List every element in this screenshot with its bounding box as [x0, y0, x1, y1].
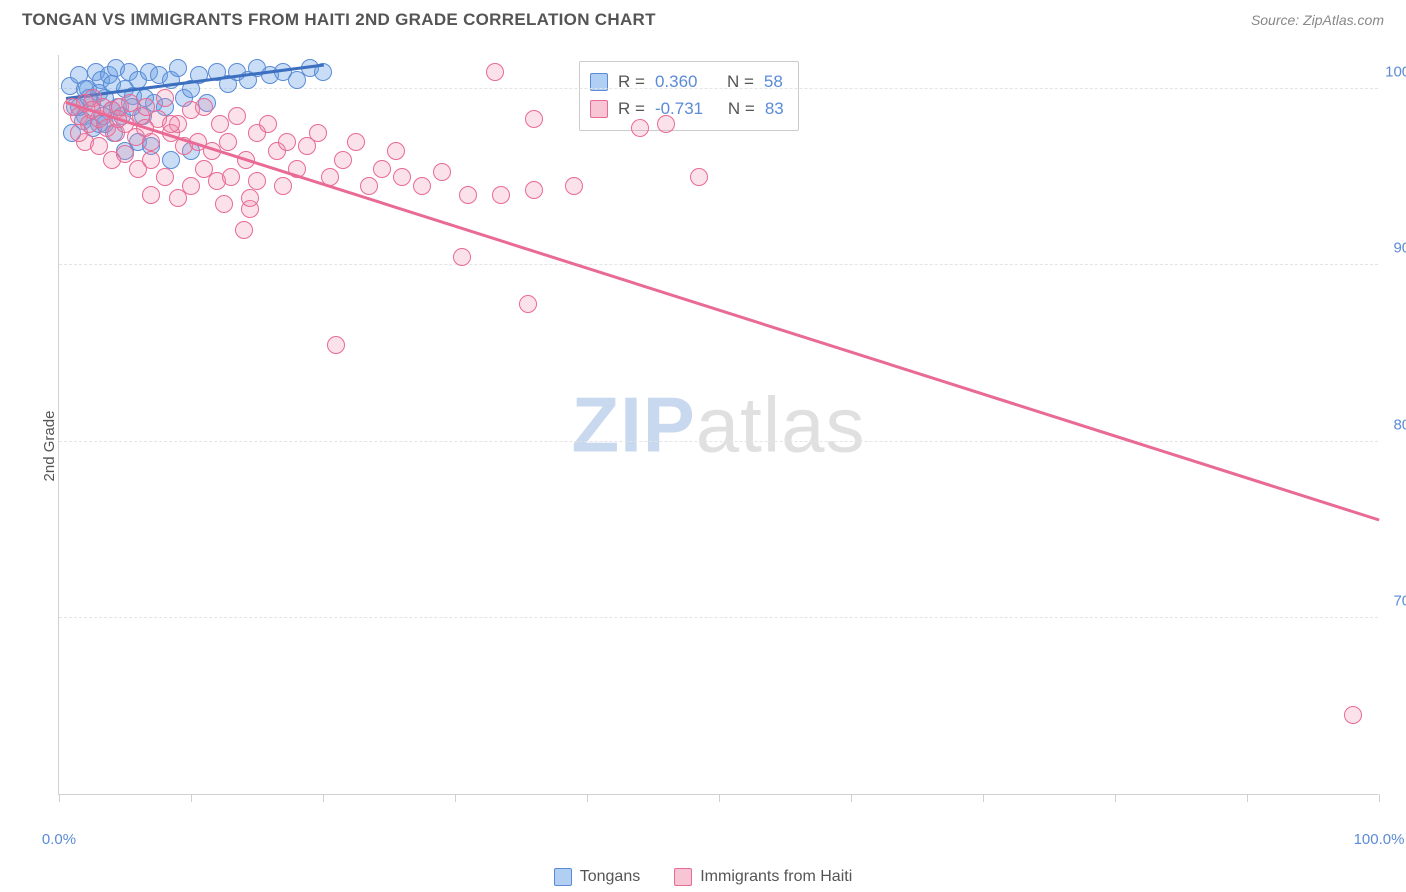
data-point: [433, 163, 451, 181]
scatter-chart: ZIPatlas R = 0.360 N = 58 R = -0.731 N =…: [58, 55, 1378, 795]
data-point: [142, 151, 160, 169]
gridline: [59, 441, 1378, 442]
data-point: [219, 133, 237, 151]
ytick-label: 100.0%: [1381, 64, 1406, 81]
data-point: [393, 168, 411, 186]
data-point: [453, 248, 471, 266]
data-point: [248, 172, 266, 190]
chart-title: TONGAN VS IMMIGRANTS FROM HAITI 2ND GRAD…: [22, 10, 656, 30]
ytick-label: 70.0%: [1381, 592, 1406, 609]
data-point: [235, 221, 253, 239]
data-point: [387, 142, 405, 160]
xtick: [1115, 794, 1116, 802]
legend-label-haiti: Immigrants from Haiti: [700, 868, 852, 886]
stats-row-haiti: R = -0.731 N = 83: [590, 95, 784, 122]
xtick: [983, 794, 984, 802]
legend-label-tongans: Tongans: [580, 868, 641, 886]
data-point: [90, 137, 108, 155]
data-point: [156, 168, 174, 186]
data-point: [142, 186, 160, 204]
n-value-tongans: 58: [764, 68, 783, 95]
data-point: [631, 119, 649, 137]
chart-source: Source: ZipAtlas.com: [1251, 12, 1384, 28]
swatch-pink-icon: [674, 868, 692, 886]
data-point: [459, 186, 477, 204]
y-axis-label: 2nd Grade: [41, 411, 58, 482]
xtick-label: 0.0%: [42, 831, 76, 848]
data-point: [211, 115, 229, 133]
ytick-label: 90.0%: [1381, 240, 1406, 257]
xtick: [191, 794, 192, 802]
data-point: [486, 63, 504, 81]
r-label: R =: [618, 68, 645, 95]
xtick: [1379, 794, 1380, 802]
data-point: [228, 107, 246, 125]
data-point: [1344, 706, 1362, 724]
data-point: [565, 177, 583, 195]
data-point: [278, 133, 296, 151]
legend-item-haiti: Immigrants from Haiti: [674, 868, 852, 886]
data-point: [116, 145, 134, 163]
source-prefix: Source:: [1251, 12, 1303, 28]
data-point: [156, 89, 174, 107]
xtick: [719, 794, 720, 802]
data-point: [195, 98, 213, 116]
data-point: [162, 115, 180, 133]
watermark-zip: ZIP: [571, 380, 695, 468]
data-point: [241, 189, 259, 207]
trend-line: [65, 101, 1379, 521]
bottom-legend: Tongans Immigrants from Haiti: [0, 868, 1406, 886]
data-point: [195, 160, 213, 178]
n-value-haiti: 83: [765, 95, 784, 122]
data-point: [169, 189, 187, 207]
xtick: [455, 794, 456, 802]
data-point: [347, 133, 365, 151]
data-point: [360, 177, 378, 195]
xtick: [59, 794, 60, 802]
gridline: [59, 88, 1378, 89]
xtick: [323, 794, 324, 802]
xtick: [1247, 794, 1248, 802]
n-label: N =: [728, 95, 755, 122]
n-label: N =: [727, 68, 754, 95]
data-point: [690, 168, 708, 186]
ytick-label: 80.0%: [1381, 416, 1406, 433]
data-point: [169, 59, 187, 77]
gridline: [59, 617, 1378, 618]
xtick-label: 100.0%: [1354, 831, 1405, 848]
data-point: [327, 336, 345, 354]
data-point: [492, 186, 510, 204]
data-point: [70, 124, 88, 142]
source-name: ZipAtlas.com: [1303, 12, 1384, 28]
chart-header: TONGAN VS IMMIGRANTS FROM HAITI 2ND GRAD…: [0, 0, 1406, 38]
data-point: [259, 115, 277, 133]
data-point: [525, 181, 543, 199]
swatch-pink-icon: [590, 100, 608, 118]
data-point: [309, 124, 327, 142]
data-point: [519, 295, 537, 313]
data-point: [215, 195, 233, 213]
data-point: [413, 177, 431, 195]
gridline: [59, 264, 1378, 265]
xtick: [587, 794, 588, 802]
swatch-blue-icon: [554, 868, 572, 886]
data-point: [334, 151, 352, 169]
stats-row-tongans: R = 0.360 N = 58: [590, 68, 784, 95]
data-point: [657, 115, 675, 133]
data-point: [274, 177, 292, 195]
xtick: [851, 794, 852, 802]
r-value-tongans: 0.360: [655, 68, 698, 95]
watermark: ZIPatlas: [571, 379, 865, 470]
legend-item-tongans: Tongans: [554, 868, 641, 886]
stats-legend-box: R = 0.360 N = 58 R = -0.731 N = 83: [579, 61, 799, 131]
data-point: [373, 160, 391, 178]
watermark-atlas: atlas: [696, 380, 866, 468]
data-point: [525, 110, 543, 128]
data-point: [162, 151, 180, 169]
data-point: [222, 168, 240, 186]
